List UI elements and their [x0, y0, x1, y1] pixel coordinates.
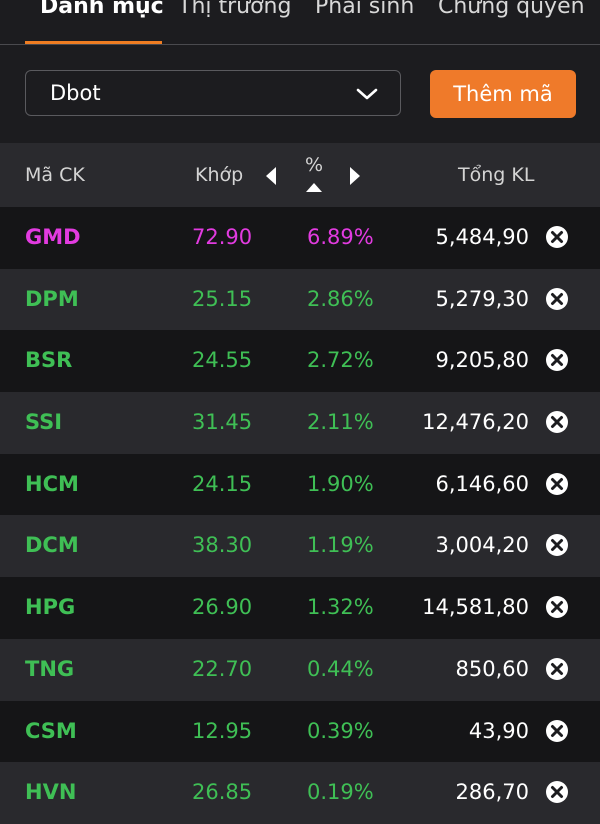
prev-column-icon[interactable] [265, 166, 277, 186]
row-volume: 5,484,90 [435, 225, 529, 249]
row-volume: 5,279,30 [435, 286, 529, 311]
row-price: 26.85 [192, 780, 253, 805]
table-row[interactable]: DCM 38.30 1.19% 3,004,20 [0, 515, 600, 578]
remove-icon[interactable] [545, 410, 569, 434]
row-symbol[interactable]: DCM [25, 533, 79, 558]
table-row[interactable]: HCM 24.15 1.90% 6,146,60 [0, 453, 600, 516]
row-symbol[interactable]: DPM [25, 286, 79, 311]
row-percent: 1.19% [307, 533, 374, 558]
row-symbol[interactable]: HCM [25, 471, 79, 496]
watchlist-table: GMD 72.90 6.89% 5,484,90 DPM 25.15 2.86% 5,279,… [0, 207, 600, 824]
row-price: 24.15 [192, 471, 253, 496]
tab-danh-muc[interactable]: Danh mục [40, 0, 164, 19]
row-price: 12.95 [192, 718, 253, 743]
table-row[interactable]: GMD 72.90 6.89% 5,484,90 [0, 207, 600, 269]
table-row[interactable]: SSI 31.45 2.11% 12,476,20 [0, 392, 600, 454]
row-volume: 850,60 [455, 656, 529, 681]
row-percent: 2.72% [307, 348, 374, 373]
row-symbol[interactable]: HVN [25, 780, 77, 805]
tab-thi-truong[interactable]: Thị trường [178, 0, 292, 19]
remove-icon[interactable] [545, 657, 569, 681]
row-symbol[interactable]: HPG [25, 595, 76, 620]
header-volume[interactable]: Tổng KL [458, 164, 535, 186]
remove-icon[interactable] [545, 780, 569, 804]
remove-icon[interactable] [545, 472, 569, 496]
watchlist-controls: Dbot Thêm mã [0, 45, 600, 143]
table-row[interactable]: BSR 24.55 2.72% 9,205,80 [0, 330, 600, 393]
table-row[interactable]: DPM 25.15 2.86% 5,279,30 [0, 268, 600, 331]
remove-icon[interactable] [545, 719, 569, 743]
remove-icon[interactable] [545, 287, 569, 311]
remove-icon[interactable] [545, 533, 569, 557]
remove-icon[interactable] [545, 595, 569, 619]
row-symbol[interactable]: TNG [25, 656, 75, 681]
row-volume: 6,146,60 [435, 471, 529, 496]
row-percent: 2.86% [307, 286, 374, 311]
row-price: 25.15 [192, 286, 253, 311]
row-price: 31.45 [192, 410, 253, 435]
active-tab-indicator [25, 41, 162, 44]
row-price: 72.90 [192, 225, 253, 249]
row-price: 24.55 [192, 348, 253, 373]
remove-icon[interactable] [545, 225, 569, 249]
row-price: 26.90 [192, 595, 253, 620]
row-volume: 3,004,20 [435, 533, 529, 558]
row-volume: 9,205,80 [435, 348, 529, 373]
watchlist-select-value: Dbot [50, 81, 101, 105]
add-symbol-button[interactable]: Thêm mã [430, 70, 576, 118]
row-percent: 6.89% [307, 225, 374, 249]
table-row[interactable]: TNG 22.70 0.44% 850,60 [0, 638, 600, 701]
table-row[interactable]: HPG 26.90 1.32% 14,581,80 [0, 577, 600, 639]
row-price: 38.30 [192, 533, 253, 558]
row-symbol[interactable]: BSR [25, 348, 73, 373]
watchlist-select[interactable]: Dbot [25, 70, 401, 116]
header-percent[interactable]: % [305, 154, 324, 176]
row-symbol[interactable]: GMD [25, 225, 81, 249]
row-percent: 1.32% [307, 595, 374, 620]
header-symbol[interactable]: Mã CK [25, 164, 85, 186]
header-price[interactable]: Khớp [195, 164, 244, 186]
row-symbol[interactable]: CSM [25, 718, 77, 743]
row-price: 22.70 [192, 656, 253, 681]
chevron-down-icon [356, 88, 378, 100]
table-header: Mã CK Khớp % Tổng KL [0, 143, 600, 207]
table-row[interactable]: HVN 26.85 0.19% 286,70 [0, 762, 600, 824]
row-volume: 43,90 [468, 718, 529, 743]
row-percent: 0.44% [307, 656, 374, 681]
row-volume: 286,70 [455, 780, 529, 805]
row-percent: 0.39% [307, 718, 374, 743]
row-volume: 12,476,20 [422, 410, 529, 435]
sort-ascending-icon[interactable] [305, 181, 323, 193]
next-column-icon[interactable] [349, 166, 361, 186]
row-percent: 0.19% [307, 780, 374, 805]
row-volume: 14,581,80 [422, 595, 529, 620]
table-row[interactable]: CSM 12.95 0.39% 43,90 [0, 700, 600, 763]
row-symbol[interactable]: SSI [25, 410, 63, 435]
tab-phai-sinh[interactable]: Phái sinh [315, 0, 415, 19]
row-percent: 2.11% [307, 410, 374, 435]
tab-bar: Danh mục Thị trường Phái sinh Chứng quyề… [0, 0, 600, 45]
row-percent: 1.90% [307, 471, 374, 496]
remove-icon[interactable] [545, 348, 569, 372]
tab-chung-quyen[interactable]: Chứng quyền [438, 0, 585, 19]
